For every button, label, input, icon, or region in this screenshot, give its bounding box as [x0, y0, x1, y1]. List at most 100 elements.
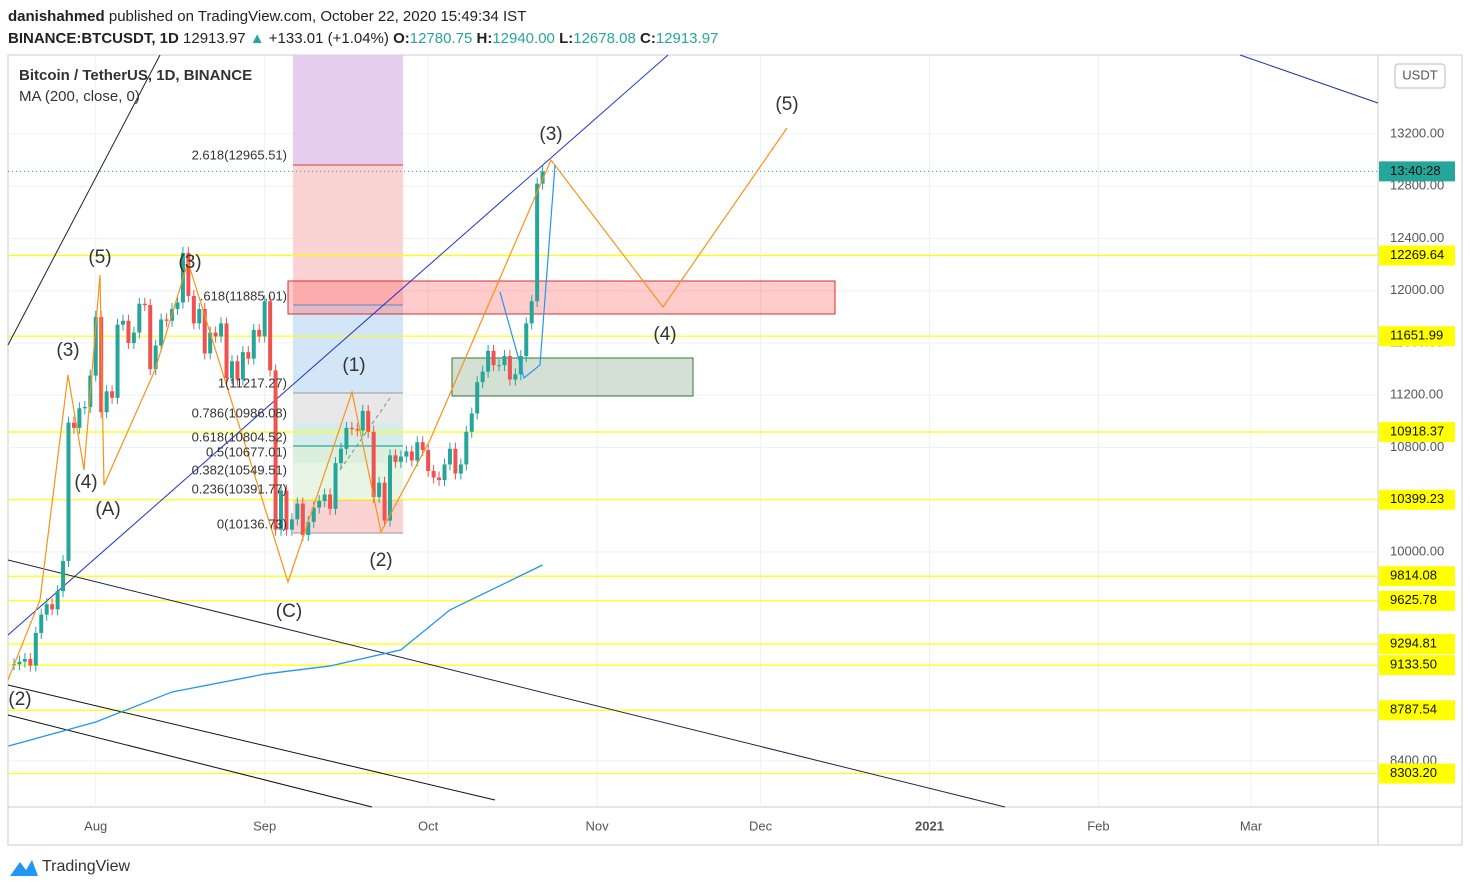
candle-body	[349, 427, 354, 430]
wave-label: (4)	[653, 324, 676, 345]
candle-body	[513, 374, 518, 380]
candle-body	[377, 482, 382, 498]
fib-label: 0.382(10549.51)	[192, 462, 287, 477]
currency-badge[interactable]	[1394, 63, 1446, 89]
arrow: ▲	[250, 30, 265, 47]
legend-entry: Bitcoin / TetherUS, 1D, BINANCE	[19, 67, 252, 84]
candle-body	[420, 442, 425, 451]
h-label: H:	[476, 30, 492, 47]
candle-body	[39, 614, 44, 633]
candle-body	[126, 320, 131, 343]
brand: TradingView	[42, 858, 130, 875]
level-label: 8787.54	[1390, 702, 1437, 717]
fib-label: .618(11885.01)	[200, 288, 287, 303]
level-tag	[1379, 634, 1455, 655]
y-tick-label: 13200.00	[1390, 125, 1444, 140]
y-tick-label: 12000.00	[1390, 282, 1444, 297]
current-price-label: 13:40:28	[1390, 163, 1441, 178]
candle-body	[71, 422, 76, 428]
level-tag	[1379, 590, 1455, 611]
candle-body	[22, 659, 27, 662]
legend-entry: MA (200, close, 0)	[19, 88, 140, 105]
wave-label: (4)	[74, 472, 97, 493]
y-tick-label: 11200.00	[1390, 387, 1443, 402]
x-tick-label: Mar	[1240, 818, 1263, 833]
candle-body	[268, 301, 273, 371]
supply-zone	[287, 280, 836, 315]
candle-body	[251, 329, 256, 359]
candle-body	[311, 507, 316, 522]
ma-line	[8, 564, 543, 747]
x-tick-label: Feb	[1087, 818, 1109, 833]
symbol: BINANCE:BTCUSDT, 1D	[8, 30, 179, 47]
x-tick-label: Nov	[586, 818, 610, 833]
wave-label: (2)	[369, 550, 392, 571]
logo: TradingView	[10, 858, 130, 876]
level-label: 10918.37	[1390, 423, 1444, 438]
candle-body	[442, 464, 447, 481]
candle-body	[104, 391, 109, 413]
wave-label: (A)	[95, 499, 120, 520]
candle-body	[28, 659, 33, 666]
candle-body	[486, 350, 491, 372]
projection-path	[499, 164, 556, 380]
trend-line	[7, 559, 1006, 808]
frame	[7, 54, 1463, 846]
candle-body	[120, 320, 125, 325]
fib-label: 0.786(10986.08)	[192, 405, 287, 420]
candle-body	[447, 448, 452, 465]
candle-body	[328, 494, 333, 509]
candle-body	[366, 410, 371, 432]
o-label: O:	[393, 30, 410, 47]
x-tick-label: Aug	[84, 818, 107, 833]
candle-body	[409, 451, 414, 461]
wave-label: (1)	[342, 355, 365, 376]
level-tag	[1379, 566, 1455, 587]
trend-line	[7, 684, 496, 801]
level-tag	[1379, 655, 1455, 676]
fib-zone	[293, 165, 403, 305]
level-tag	[1379, 326, 1455, 347]
fib-label: 1(11217.27)	[218, 375, 287, 390]
level-label: 9814.08	[1390, 568, 1437, 583]
wave-label: (5)	[88, 247, 111, 268]
fib-label: 0.618(10804.52)	[192, 429, 287, 444]
candle-body	[17, 661, 22, 665]
candle-body	[338, 448, 343, 464]
c-label: C:	[640, 30, 656, 47]
l-label: L:	[559, 30, 573, 47]
level-tag	[1379, 245, 1455, 266]
candle-body	[219, 323, 224, 337]
candle-body	[540, 171, 545, 184]
candle-body	[393, 455, 398, 462]
candle-body	[398, 456, 403, 462]
level-label: 10399.23	[1390, 491, 1444, 506]
author: danishahmed	[8, 8, 105, 25]
h: 12940.00	[492, 30, 555, 47]
fib-zone	[293, 55, 403, 165]
candle-body	[279, 490, 284, 530]
candle-body	[469, 413, 474, 432]
candle-body	[175, 302, 180, 310]
candle-body	[382, 482, 387, 521]
levels	[8, 170, 1378, 775]
candle-body	[137, 303, 142, 333]
candle-body	[284, 490, 289, 530]
candle-body	[246, 352, 251, 359]
level-label: 9294.81	[1390, 635, 1437, 650]
candle-body	[257, 329, 262, 337]
published: published on TradingView.com, October 22…	[109, 8, 527, 25]
c: 12913.97	[656, 30, 719, 47]
candle-body	[458, 464, 463, 474]
annotations: (5) (3) (4) (A) (3) (1) (2) (C) (2) (3) (5) (4) 2.61…	[8, 94, 798, 710]
candle-body	[115, 324, 120, 398]
fib-zone	[293, 305, 403, 393]
fib-label: 2.618(12965.51)	[192, 147, 287, 162]
candle-body	[82, 406, 87, 409]
candle-body	[55, 591, 60, 610]
fib-label: 0(10136.73)	[217, 516, 287, 531]
candle-body	[322, 494, 327, 502]
candle-body	[464, 431, 469, 465]
candle-body	[66, 422, 71, 562]
current-price-tag	[1379, 161, 1455, 182]
